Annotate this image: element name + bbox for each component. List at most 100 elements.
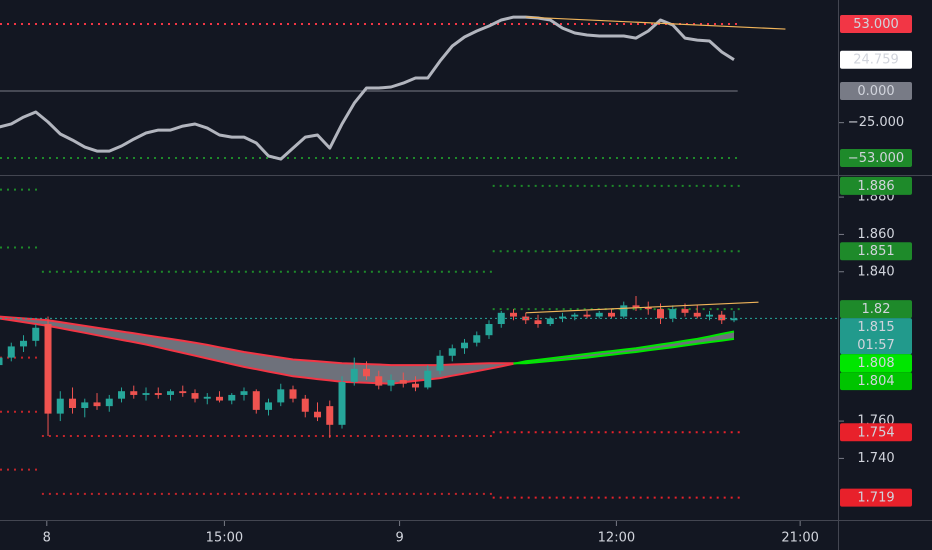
candle-body xyxy=(448,348,456,356)
candle-body xyxy=(216,396,224,401)
badge-label: 01:57 xyxy=(857,338,894,353)
price-badge: 1.808 xyxy=(840,354,912,373)
badge-background xyxy=(840,50,912,69)
candle-body xyxy=(7,346,15,358)
candle-body xyxy=(510,312,518,317)
candle-body xyxy=(595,312,603,317)
price-badge: 1.804 xyxy=(840,372,912,391)
price-badge: −53.000 xyxy=(840,149,912,168)
badge-background xyxy=(840,82,912,101)
price-badge: 1.719 xyxy=(840,488,912,507)
candle-body xyxy=(632,305,640,308)
badge-background xyxy=(840,318,912,355)
candle-body xyxy=(142,393,150,395)
badge-label: 1.754 xyxy=(857,425,894,440)
candle-body xyxy=(657,309,665,319)
price-badge: 1.815 01:57 xyxy=(840,318,912,355)
candle-body xyxy=(730,318,738,321)
badge-label: 1.815 xyxy=(857,320,894,335)
trend-line xyxy=(525,301,759,314)
candle-body xyxy=(546,318,554,325)
x-tick-label: 21:00 xyxy=(781,531,818,546)
x-tick-label: 15:00 xyxy=(206,531,243,546)
candle-body xyxy=(154,393,162,395)
x-tick-label: 9 xyxy=(395,531,403,546)
price-badge: 24.759 xyxy=(840,50,912,69)
badge-background xyxy=(840,149,912,168)
candle-body xyxy=(473,335,481,343)
candle-body xyxy=(0,357,3,366)
candle-body xyxy=(93,402,101,407)
candle-body xyxy=(265,402,273,410)
badge-background xyxy=(840,488,912,507)
candle-body xyxy=(559,316,567,319)
ma-line xyxy=(513,330,735,365)
price-badge: 53.000 xyxy=(840,15,912,34)
badge-background xyxy=(840,372,912,391)
candle-body xyxy=(118,391,126,399)
candle-body xyxy=(436,355,444,371)
candle-body xyxy=(326,406,334,425)
candle-body xyxy=(228,394,236,401)
candle-body xyxy=(81,402,89,409)
candle-body xyxy=(706,314,714,317)
badge-background xyxy=(840,423,912,442)
badge-label: 1.82 xyxy=(862,302,891,317)
candle-body xyxy=(167,391,175,395)
candle-body xyxy=(252,391,260,410)
candle-body xyxy=(608,312,616,317)
candle-body xyxy=(32,327,40,341)
y-tick-label: −25.000 xyxy=(848,115,904,130)
candle-body xyxy=(314,411,322,418)
price-badge: 0.000 xyxy=(840,82,912,101)
badge-label: 24.759 xyxy=(853,53,899,68)
candle-body xyxy=(718,314,726,321)
candle-body xyxy=(191,393,199,399)
candle-body xyxy=(20,340,28,347)
badge-background xyxy=(840,242,912,261)
ma-line xyxy=(513,337,735,365)
badge-label: 0.000 xyxy=(857,84,894,99)
candle-body xyxy=(583,314,591,317)
candle-body xyxy=(534,320,542,325)
y-tick-label: 1.840 xyxy=(857,264,894,279)
candle-body xyxy=(412,383,420,388)
badge-background xyxy=(840,176,912,195)
candle-body xyxy=(289,389,297,399)
candle-body xyxy=(387,380,395,386)
candle-body xyxy=(571,314,579,317)
candle-body xyxy=(693,312,701,317)
candle-body xyxy=(620,305,628,317)
trend-line xyxy=(525,16,786,30)
price-badge: 1.82 xyxy=(840,300,912,319)
candle-body xyxy=(681,309,689,313)
badge-label: 1.886 xyxy=(857,179,894,194)
candle-body xyxy=(44,324,52,414)
candle-body xyxy=(277,389,285,403)
candle-body xyxy=(240,391,248,395)
badge-label: 1.719 xyxy=(857,491,894,506)
candle-body xyxy=(179,391,187,394)
oscillator-line xyxy=(0,15,735,161)
y-tick-label: 1.740 xyxy=(857,451,894,466)
candle-body xyxy=(301,398,309,412)
y-tick-label: 1.860 xyxy=(857,227,894,242)
candle-body xyxy=(399,380,407,384)
candle-body xyxy=(350,368,358,382)
badge-label: 1.851 xyxy=(857,244,894,259)
candle-body xyxy=(485,324,493,336)
price-badge: 1.886 xyxy=(840,176,912,195)
badge-label: 53.000 xyxy=(853,17,899,32)
candle-body xyxy=(338,381,346,425)
x-tick-label: 12:00 xyxy=(598,531,635,546)
badge-background xyxy=(840,300,912,319)
x-tick-label: 8 xyxy=(43,531,51,546)
candle-body xyxy=(424,370,432,388)
badge-label: −53.000 xyxy=(848,151,904,166)
price-badge: 1.851 xyxy=(840,242,912,261)
badge-background xyxy=(840,15,912,34)
candle-body xyxy=(461,342,469,349)
candle-body xyxy=(363,368,371,377)
